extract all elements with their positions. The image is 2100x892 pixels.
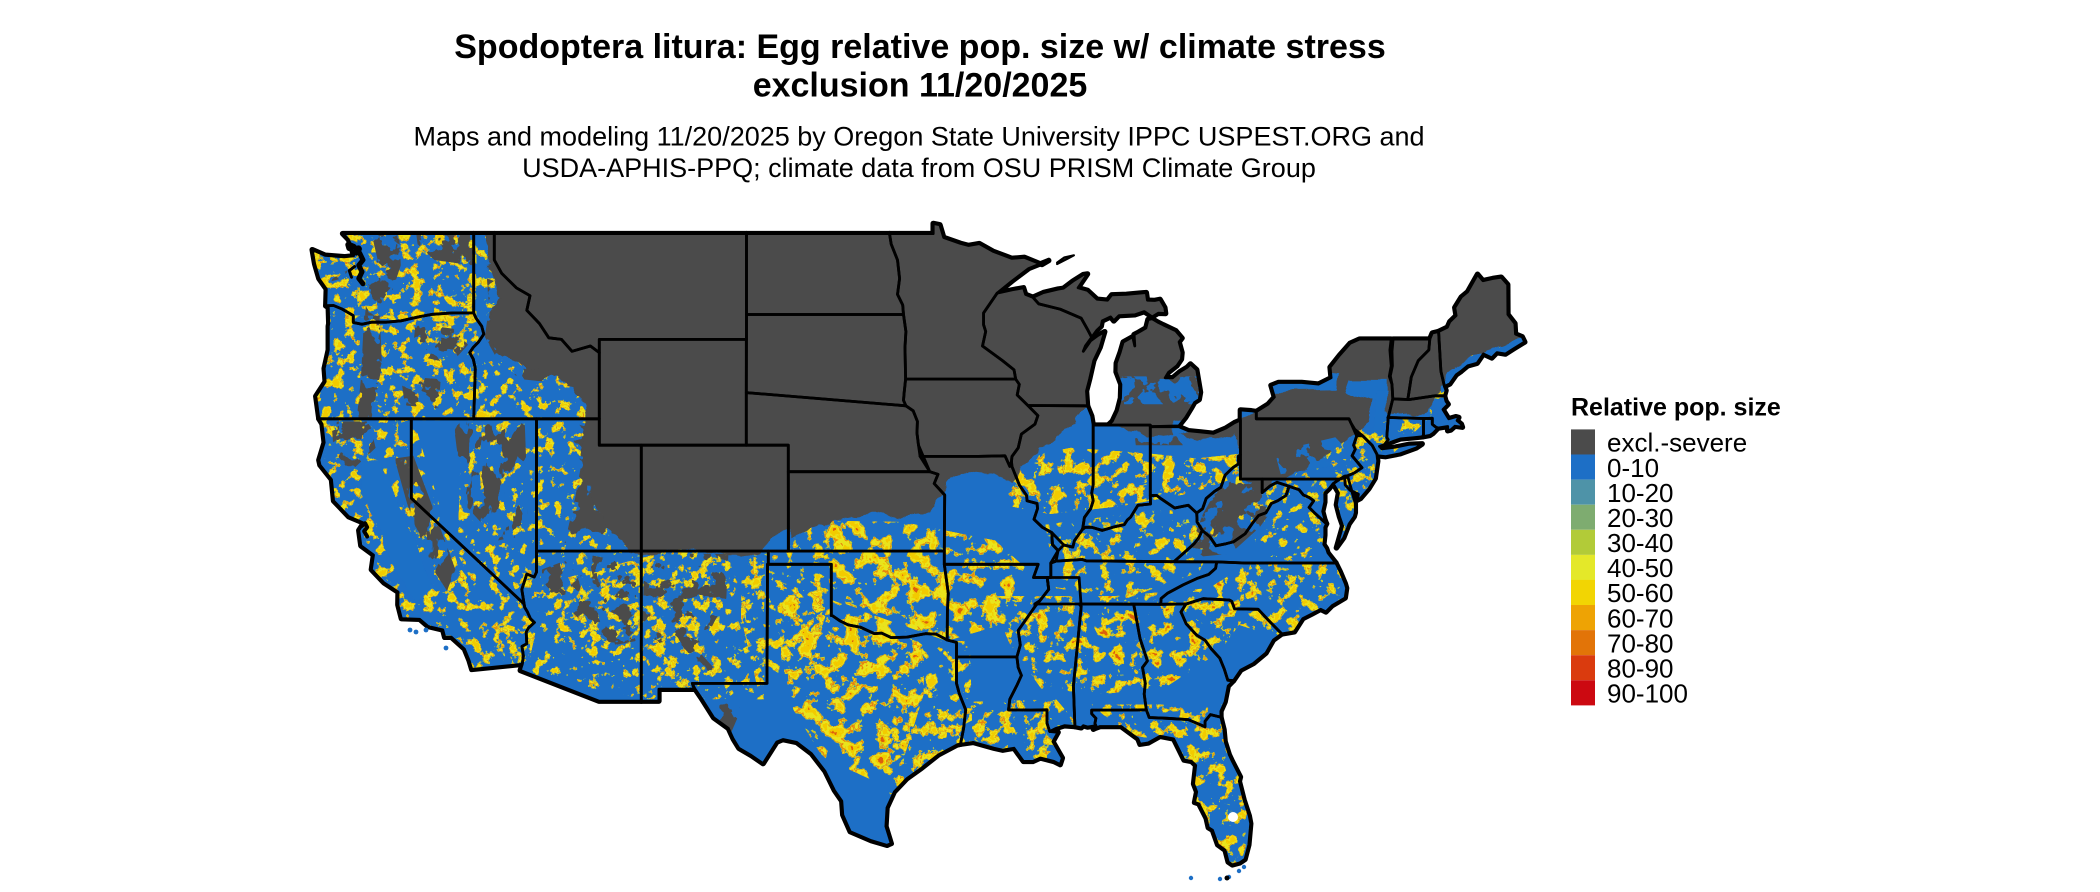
svg-text:excl.-severe: excl.-severe: [1607, 428, 1747, 458]
svg-text:Maps and modeling 11/20/2025 b: Maps and modeling 11/20/2025 by Oregon S…: [413, 121, 1424, 151]
svg-text:90-100: 90-100: [1607, 679, 1688, 709]
svg-text:50-60: 50-60: [1607, 578, 1674, 608]
svg-text:10-20: 10-20: [1607, 478, 1674, 508]
svg-text:exclusion 11/20/2025: exclusion 11/20/2025: [753, 67, 1088, 105]
svg-text:30-40: 30-40: [1607, 528, 1674, 558]
svg-text:Relative pop. size: Relative pop. size: [1571, 394, 1781, 422]
svg-text:70-80: 70-80: [1607, 628, 1674, 658]
svg-text:60-70: 60-70: [1607, 603, 1674, 633]
svg-text:20-30: 20-30: [1607, 503, 1674, 533]
svg-text:Spodoptera litura: Egg relativ: Spodoptera litura: Egg relative pop. siz…: [454, 28, 1385, 66]
svg-text:40-50: 40-50: [1607, 553, 1674, 583]
svg-text:USDA-APHIS-PPQ; climate data f: USDA-APHIS-PPQ; climate data from OSU PR…: [522, 153, 1316, 183]
svg-text:80-90: 80-90: [1607, 654, 1674, 684]
svg-text:0-10: 0-10: [1607, 453, 1659, 483]
